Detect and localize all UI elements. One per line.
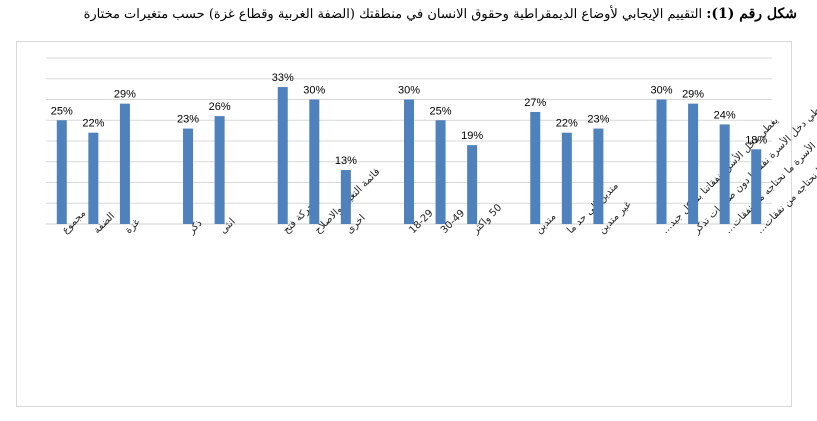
- data-label: 29%: [682, 89, 704, 101]
- bar: [214, 116, 225, 224]
- data-label: 25%: [430, 105, 452, 117]
- bar: [309, 99, 320, 224]
- chart-title-text: التقييم الإيجابي لأوضاع الديمقراطية وحقو…: [83, 7, 703, 22]
- data-label: 29%: [114, 89, 136, 101]
- data-label: 23%: [177, 114, 199, 126]
- bar: [593, 128, 604, 224]
- bar: [277, 87, 288, 224]
- data-label: 30%: [651, 85, 673, 97]
- bar: [561, 132, 572, 224]
- bar: [183, 128, 194, 224]
- bar: [530, 111, 541, 224]
- bar: [435, 120, 446, 224]
- bar: [467, 145, 478, 224]
- data-label: 27%: [524, 97, 546, 109]
- data-label: 18%: [745, 134, 767, 146]
- data-label: 30%: [303, 85, 325, 97]
- bar: [656, 99, 667, 224]
- data-label: 22%: [556, 118, 578, 130]
- data-label: 30%: [398, 85, 420, 97]
- bar: [688, 103, 699, 224]
- chart-title: شكل رقم (1): التقييم الإيجابي لأوضاع الد…: [0, 6, 797, 22]
- bar: [88, 132, 99, 224]
- data-label: 22%: [82, 118, 104, 130]
- data-label: 23%: [587, 114, 609, 126]
- data-label: 26%: [209, 101, 231, 113]
- data-label: 24%: [714, 109, 736, 121]
- bar: [56, 120, 67, 224]
- bar: [340, 170, 351, 224]
- chart-frame: [16, 41, 792, 407]
- data-label: 13%: [335, 155, 357, 167]
- bar: [119, 103, 130, 224]
- data-label: 19%: [461, 130, 483, 142]
- data-label: 33%: [272, 72, 294, 84]
- bar: [751, 149, 762, 224]
- bar: [719, 124, 730, 224]
- data-label: 25%: [51, 105, 73, 117]
- bar: [404, 99, 414, 224]
- chart-title-prefix: شكل رقم (1):: [706, 6, 797, 22]
